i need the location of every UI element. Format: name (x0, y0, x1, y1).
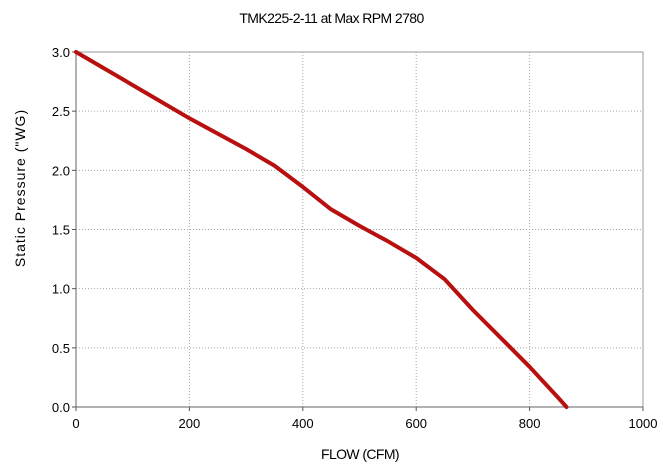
y-tick-label: 0.0 (52, 400, 70, 415)
y-tick-label: 2.0 (52, 163, 70, 178)
x-tick-label: 0 (72, 416, 79, 431)
y-tick-label: 2.5 (52, 104, 70, 119)
x-tick-label: 600 (405, 416, 427, 431)
x-tick-label: 200 (179, 416, 201, 431)
x-tick-label: 400 (292, 416, 314, 431)
chart-title: TMK225-2-11 at Max RPM 2780 (239, 10, 424, 26)
x-tick-label: 800 (519, 416, 541, 431)
y-tick-label: 0.5 (52, 341, 70, 356)
y-tick-label: 3.0 (52, 45, 70, 60)
plot-frame (75, 51, 644, 408)
series-line-0 (74, 50, 569, 409)
y-tick-label: 1.5 (52, 223, 70, 238)
y-tick-label: 1.0 (52, 282, 70, 297)
x-axis-label: FLOW (CFM) (321, 446, 400, 462)
x-tick-label: 1000 (629, 416, 658, 431)
